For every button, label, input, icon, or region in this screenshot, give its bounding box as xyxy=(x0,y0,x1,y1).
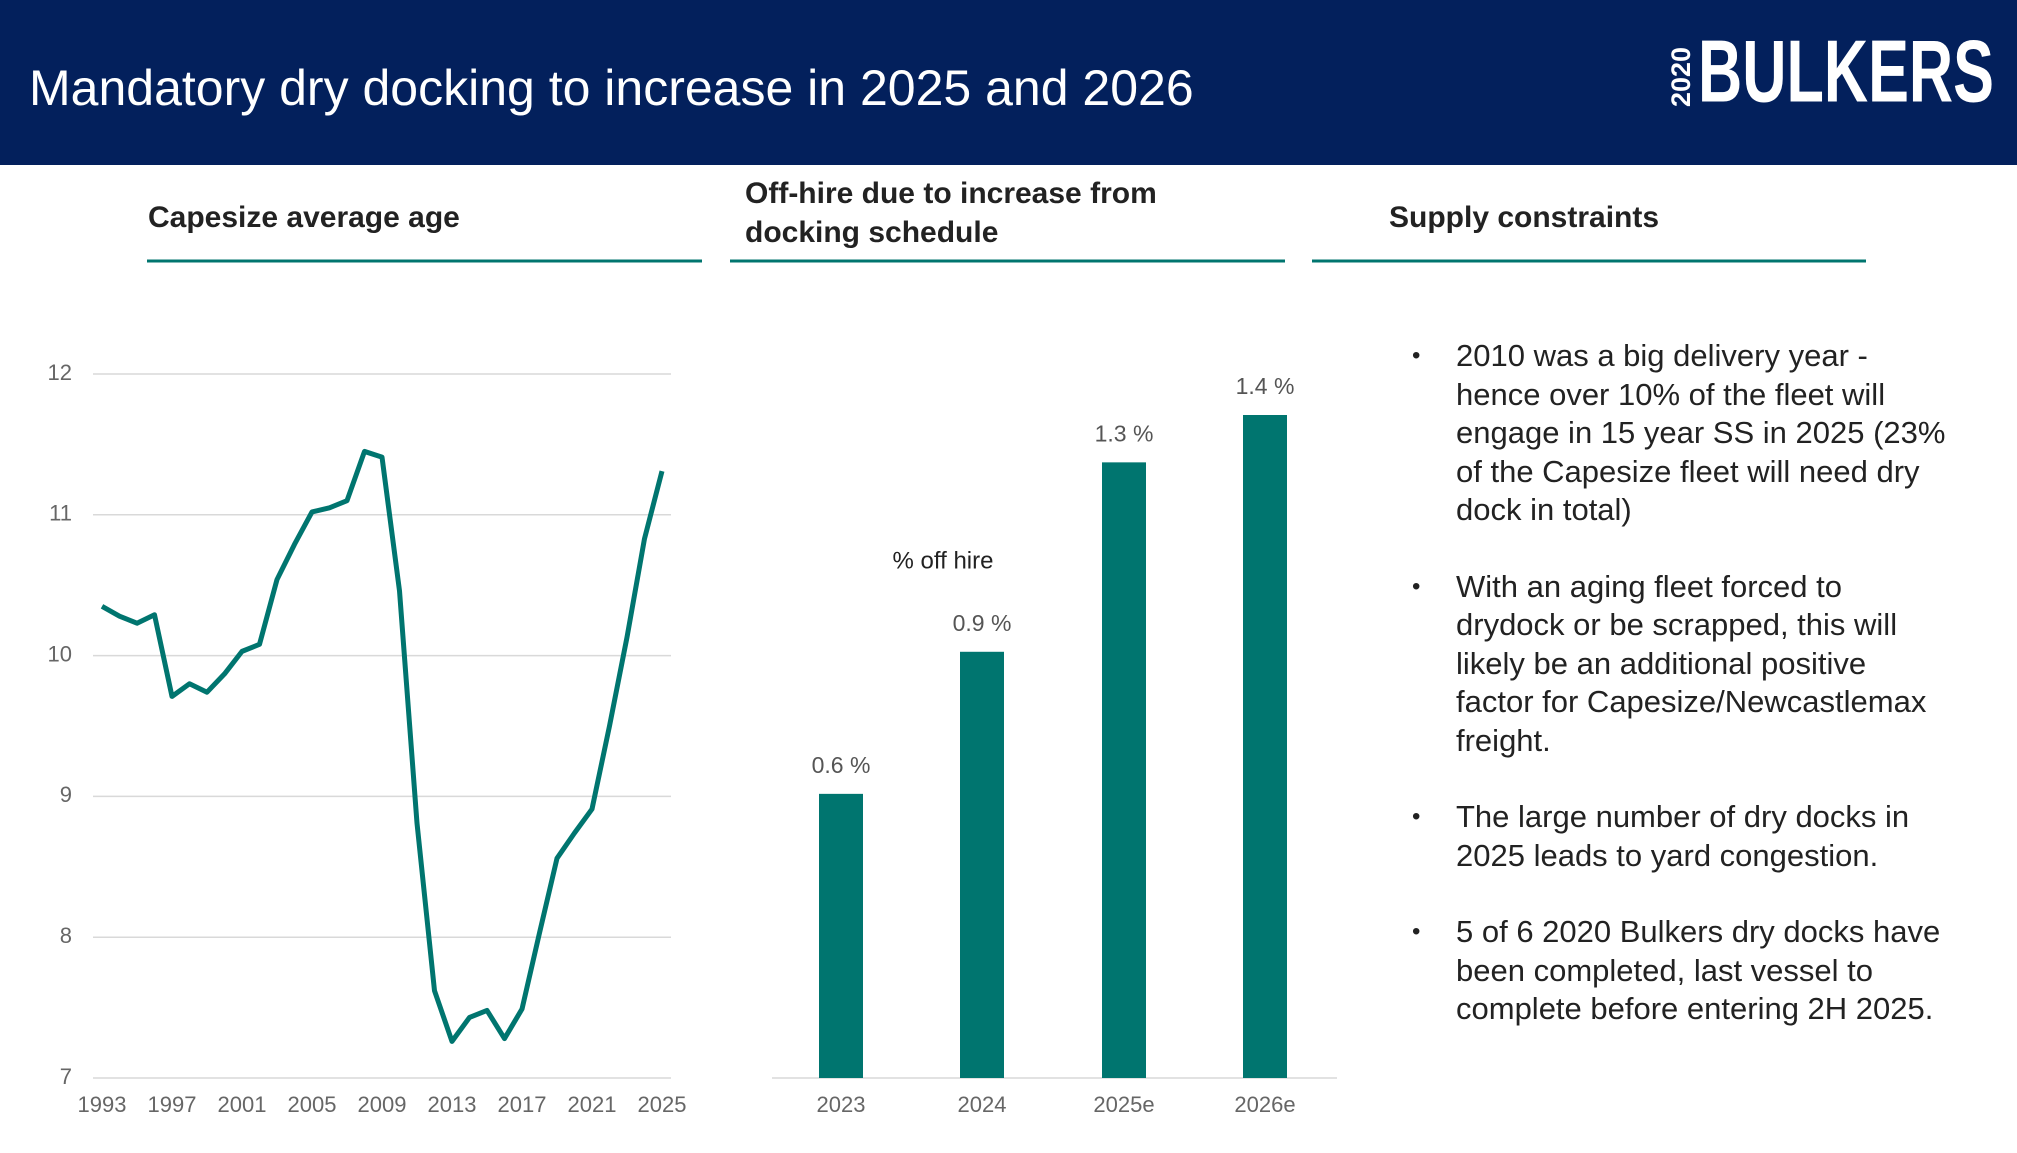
x-tick-label: 1997 xyxy=(148,1092,197,1117)
section-title: Capesize average age xyxy=(148,201,460,234)
bullet-item: With an aging fleet forced to drydock or… xyxy=(1412,568,1952,761)
y-tick-label: 12 xyxy=(48,360,72,385)
data-label: 0.9 % xyxy=(953,610,1012,636)
logo-name: BULKERS xyxy=(1698,21,1994,120)
bullet-item: The large number of dry docks in 2025 le… xyxy=(1412,798,1952,875)
x-tick-label: 2017 xyxy=(498,1092,547,1117)
bullet-list: 2010 was a big delivery year - hence ove… xyxy=(1412,337,1952,1067)
y-tick-label: 8 xyxy=(60,923,72,948)
bullet-item: 2010 was a big delivery year - hence ove… xyxy=(1412,337,1952,530)
bar xyxy=(1243,415,1287,1078)
section-title: Off-hire due to increase from docking sch… xyxy=(745,177,1157,249)
header-bar xyxy=(0,0,2017,165)
x-tick-label: 2009 xyxy=(358,1092,407,1117)
data-label: 0.6 % xyxy=(812,752,871,778)
x-tick-label: 2024 xyxy=(958,1092,1007,1117)
x-tick-label: 1993 xyxy=(78,1092,127,1117)
x-tick-label: 2026e xyxy=(1234,1092,1295,1117)
x-tick-label: 2025 xyxy=(638,1092,687,1117)
header-title: Mandatory dry docking to increase in 202… xyxy=(29,60,1194,116)
bar xyxy=(1102,462,1146,1078)
annotation: % off hire xyxy=(893,547,994,574)
logo-year: 2020 xyxy=(1666,47,1696,107)
bar xyxy=(960,651,1004,1078)
x-tick-label: 2021 xyxy=(568,1092,617,1117)
y-tick-label: 7 xyxy=(60,1064,72,1089)
y-tick-label: 10 xyxy=(48,641,72,666)
x-tick-label: 2001 xyxy=(218,1092,267,1117)
y-tick-label: 11 xyxy=(49,501,72,526)
x-tick-label: 2005 xyxy=(288,1092,337,1117)
bar xyxy=(819,793,863,1078)
bullet-item: 5 of 6 2020 Bulkers dry docks have been … xyxy=(1412,913,1952,1029)
y-tick-label: 9 xyxy=(60,782,72,807)
x-tick-label: 2013 xyxy=(428,1092,477,1117)
data-label: 1.3 % xyxy=(1095,420,1154,446)
section-title: Supply constraints xyxy=(1389,201,1659,234)
x-tick-label: 2025e xyxy=(1093,1092,1154,1117)
data-line xyxy=(100,448,665,1044)
x-tick-label: 2023 xyxy=(817,1092,866,1117)
data-label: 1.4 % xyxy=(1236,373,1295,399)
